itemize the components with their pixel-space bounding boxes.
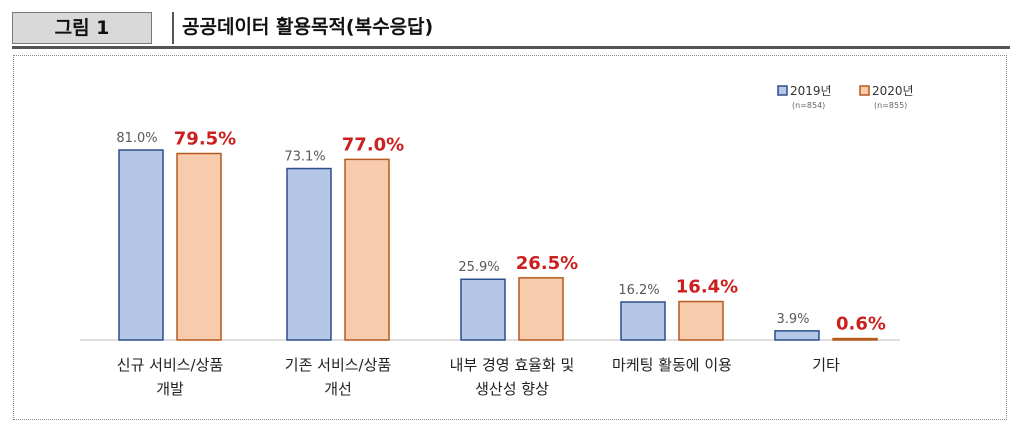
data-label-2020: 0.6% <box>836 314 886 335</box>
bar-2019 <box>620 301 666 341</box>
category-label: 개선 <box>324 380 352 398</box>
bar-2019 <box>774 330 820 341</box>
bar-2020 <box>678 300 724 341</box>
data-label-2020: 26.5% <box>516 253 578 274</box>
legend-label-2019: 2019년 <box>790 84 832 98</box>
data-label-2019: 81.0% <box>116 131 157 146</box>
legend-swatch-2020 <box>859 85 870 96</box>
bar-2020 <box>176 152 222 341</box>
data-label-2019: 25.9% <box>458 260 499 275</box>
category-label: 내부 경영 효율화 및 <box>450 356 575 374</box>
data-label-2019: 16.2% <box>618 283 659 298</box>
chart-frame <box>13 55 1007 420</box>
bar-2020 <box>518 277 564 341</box>
bar-2020 <box>832 337 878 341</box>
data-label-2020: 79.5% <box>174 129 236 150</box>
category-label: 신규 서비스/상품 <box>117 356 223 374</box>
figure-header: 그림 1 공공데이터 활용목적(복수응답) <box>12 10 1010 49</box>
legend-note-2020: (n=855) <box>874 101 907 110</box>
figure-title: 공공데이터 활용목적(복수응답) <box>172 12 433 44</box>
legend-swatch-2019 <box>777 85 788 96</box>
bar-2019 <box>286 167 332 341</box>
category-label: 기존 서비스/상품 <box>285 356 391 374</box>
data-label-2019: 3.9% <box>776 312 809 327</box>
category-label: 개발 <box>156 380 184 398</box>
data-label-2020: 16.4% <box>676 277 738 298</box>
legend-label-2020: 2020년 <box>872 84 914 98</box>
bar-2020 <box>344 158 390 341</box>
bar-2019 <box>460 278 506 341</box>
bar-2019 <box>118 149 164 341</box>
legend-note-2019: (n=854) <box>792 101 825 110</box>
figure-label: 그림 1 <box>12 12 152 44</box>
category-label: 마케팅 활동에 이용 <box>612 356 732 374</box>
data-label-2020: 77.0% <box>342 134 404 155</box>
category-label: 기타 <box>812 356 840 374</box>
data-label-2019: 73.1% <box>284 150 325 165</box>
category-label: 생산성 향상 <box>475 380 549 398</box>
